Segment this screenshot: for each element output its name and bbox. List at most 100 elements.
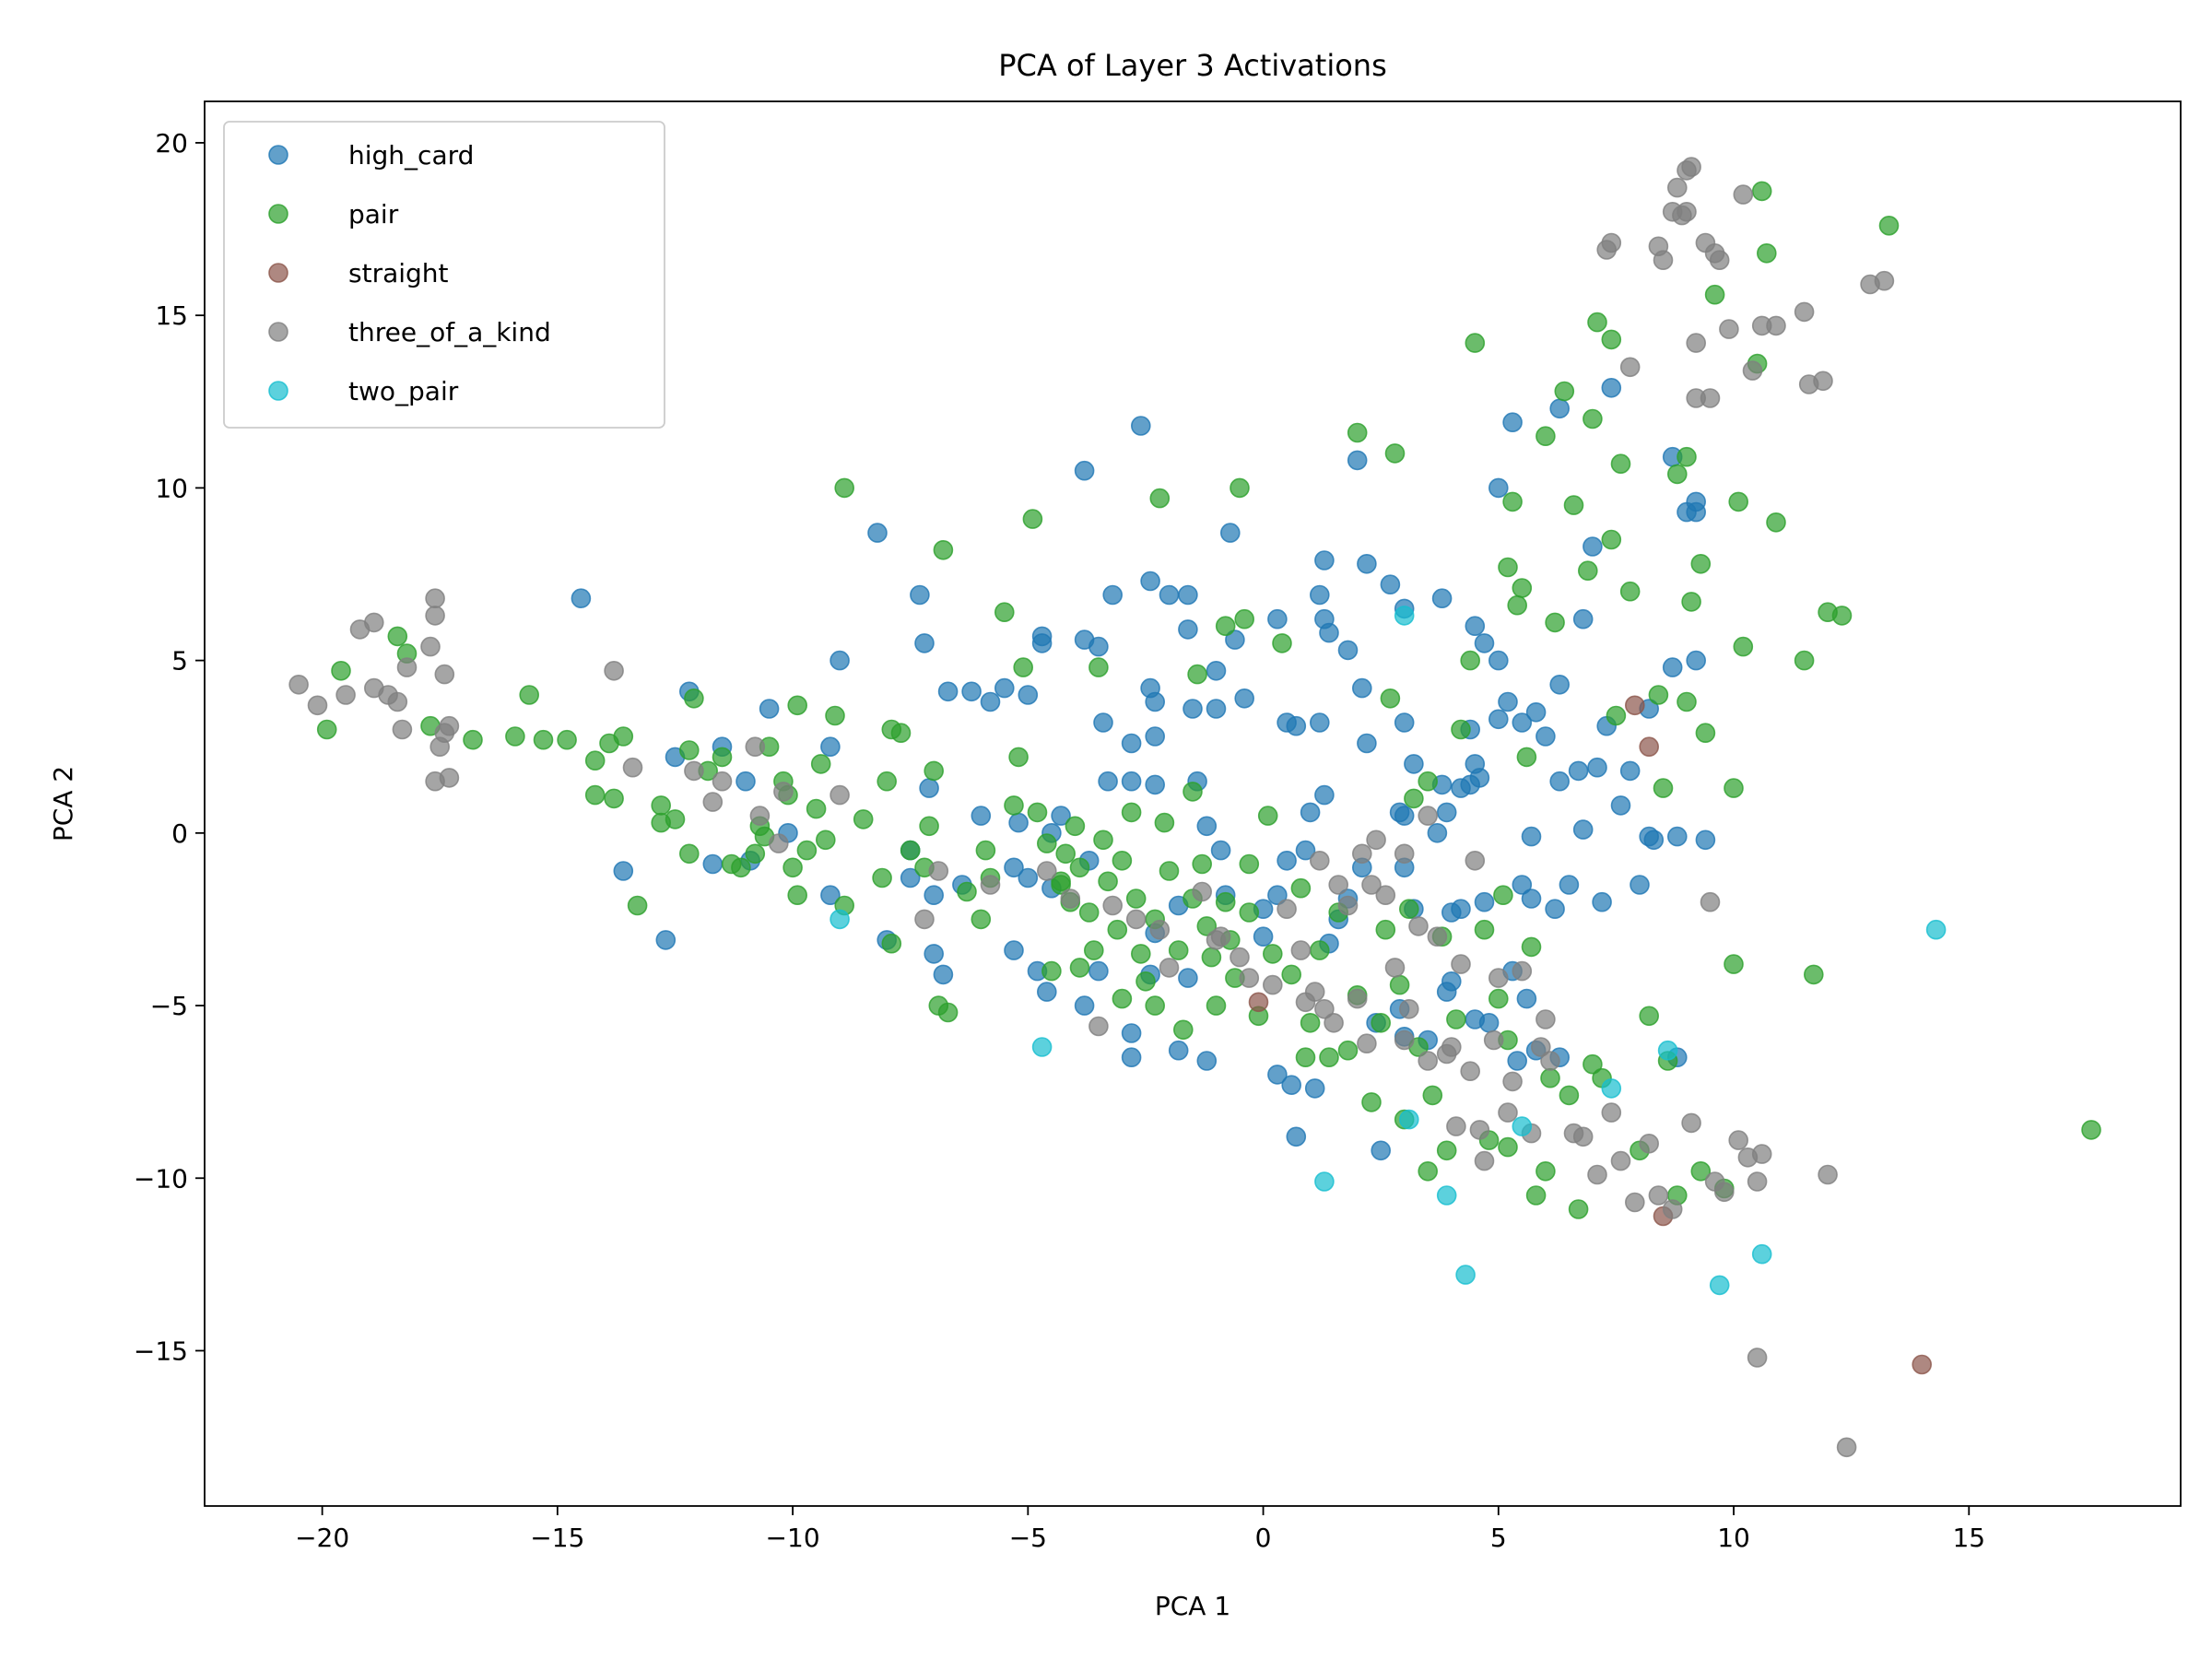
data-point: [1159, 958, 1180, 978]
data-point: [533, 729, 554, 750]
legend-item-high-card: high_card: [268, 140, 474, 171]
data-point: [1159, 584, 1180, 606]
data-point: [900, 840, 921, 861]
data-point: [1535, 426, 1556, 447]
data-point: [867, 523, 888, 543]
data-point: [1757, 242, 1777, 264]
data-point: [1572, 819, 1594, 840]
data-point: [1606, 705, 1627, 726]
data-point: [1357, 553, 1377, 574]
data-point: [1619, 760, 1641, 782]
data-point: [1681, 1112, 1701, 1134]
data-point: [1512, 578, 1533, 598]
data-point: [1498, 1136, 1518, 1158]
data-point: [815, 830, 836, 851]
data-point: [557, 729, 577, 750]
data-point: [1267, 1065, 1288, 1085]
data-point: [1549, 398, 1570, 419]
data-point: [787, 695, 808, 716]
data-point: [1347, 450, 1368, 471]
y-axis: −15 −10 −5 0 5 10 15 20: [134, 128, 205, 1366]
data-point: [1540, 1051, 1560, 1071]
data-point: [1328, 875, 1348, 895]
data-point: [1677, 202, 1697, 222]
data-point: [1290, 877, 1312, 899]
y-tick-label: 5: [171, 646, 188, 677]
data-point: [1677, 691, 1697, 712]
data-point: [1314, 1171, 1335, 1192]
data-point: [1502, 1071, 1523, 1092]
data-point: [1709, 250, 1730, 271]
data-point: [1098, 871, 1118, 892]
data-point: [1004, 857, 1024, 878]
data-point: [1206, 699, 1227, 719]
data-point: [994, 602, 1015, 623]
data-point: [1384, 958, 1406, 978]
data-point: [1751, 1243, 1772, 1265]
data-point: [1394, 1030, 1415, 1051]
data-point: [1121, 1047, 1142, 1067]
data-point: [1587, 1164, 1607, 1185]
data-point: [1601, 329, 1622, 350]
data-point: [1088, 657, 1109, 677]
data-point: [1004, 795, 1024, 816]
data-point: [1361, 1092, 1382, 1112]
data-point: [1498, 691, 1518, 712]
data-point: [1196, 1051, 1218, 1071]
data-point: [1196, 916, 1218, 936]
data-point: [1714, 1182, 1735, 1203]
data-point: [1121, 1023, 1142, 1043]
data-point: [1700, 891, 1721, 912]
data-point: [387, 626, 408, 647]
data-point: [1394, 712, 1415, 733]
data-point: [1319, 622, 1339, 643]
legend-item-straight: straight: [268, 258, 449, 288]
data-point: [1013, 657, 1033, 677]
data-point: [1088, 636, 1109, 657]
data-point: [749, 806, 771, 826]
data-point: [1700, 388, 1721, 408]
data-point: [1601, 1078, 1622, 1099]
data-point: [1431, 588, 1453, 609]
data-point: [1719, 319, 1739, 339]
data-point: [331, 660, 351, 681]
data-point: [1610, 795, 1631, 816]
data-point: [1502, 491, 1523, 512]
data-point: [1912, 1354, 1932, 1375]
data-point: [1145, 774, 1165, 795]
data-point: [1210, 840, 1231, 861]
data-point: [1149, 919, 1171, 940]
data-point: [1451, 778, 1471, 798]
data-point: [1516, 747, 1537, 768]
data-point: [1690, 1161, 1712, 1182]
data-point: [1681, 592, 1701, 612]
data-point: [1733, 184, 1754, 205]
data-point: [1559, 1085, 1580, 1106]
data-point: [1657, 1040, 1678, 1061]
data-point: [1460, 1061, 1480, 1081]
data-point: [684, 688, 704, 709]
legend-box: [223, 121, 665, 429]
data-point: [1446, 1116, 1466, 1136]
data-point: [1418, 771, 1438, 792]
y-tick-label: 20: [155, 128, 188, 159]
legend-marker: [268, 263, 288, 283]
data-point: [1601, 529, 1622, 550]
data-point: [1625, 1192, 1645, 1213]
data-point: [1583, 1053, 1603, 1075]
data-point: [1474, 633, 1495, 653]
data-point: [928, 861, 949, 881]
data-point: [1427, 822, 1448, 843]
x-tick-label: 15: [1952, 1523, 1985, 1553]
data-point: [678, 843, 700, 865]
data-point: [655, 930, 677, 950]
data-point: [1794, 650, 1815, 671]
data-point: [1319, 1047, 1339, 1067]
data-point: [1535, 726, 1556, 747]
data-point: [702, 853, 724, 875]
data-point: [1196, 816, 1218, 837]
data-point: [519, 685, 540, 705]
x-tick-label: −15: [530, 1523, 584, 1553]
data-point: [1074, 460, 1095, 481]
